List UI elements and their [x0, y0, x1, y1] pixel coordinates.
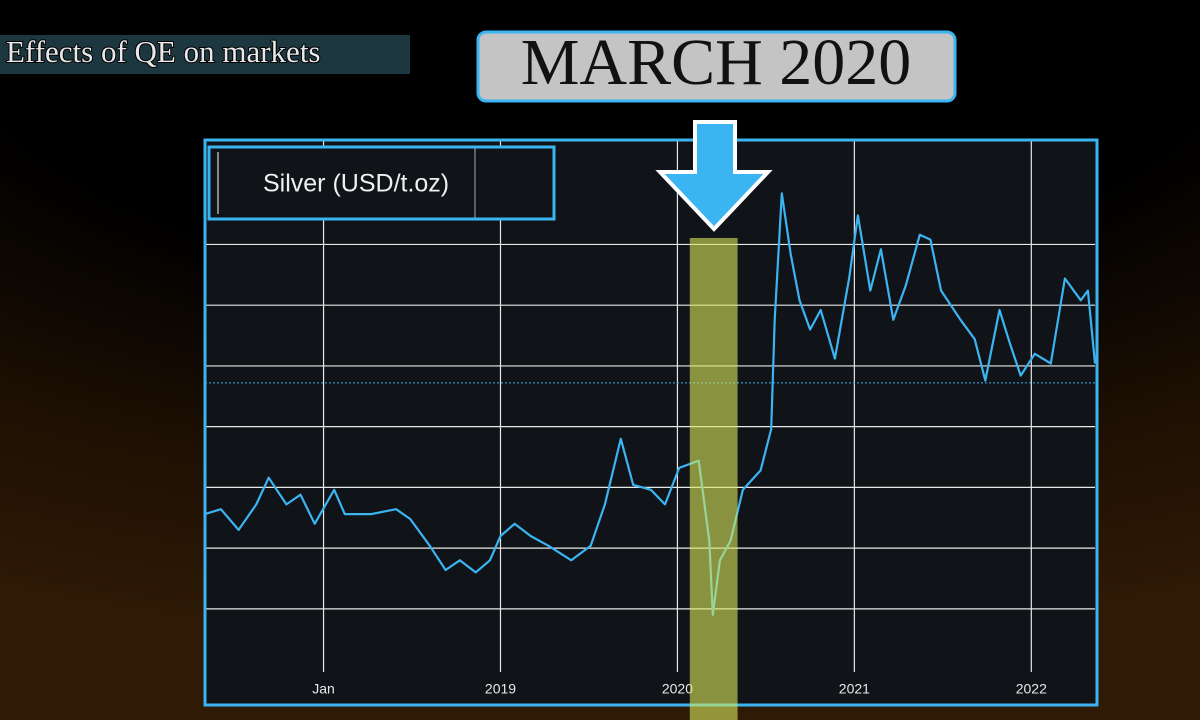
arrow [655, 120, 773, 232]
plot: Jan 2019 2020 2021 2022 [204, 140, 1097, 697]
banner: MARCH 2020 [521, 26, 912, 99]
highlight-band [689, 238, 738, 720]
chart-frame [203, 138, 1099, 707]
banner-box [476, 30, 957, 103]
chart-bg [205, 140, 1097, 705]
x-tick-label: Jan [312, 681, 335, 697]
title-box [0, 35, 410, 74]
x-tick-label: 2019 [485, 681, 516, 697]
x-tick-label: 2021 [839, 681, 870, 697]
x-tick-label: 2020 [662, 681, 693, 697]
legend-label: Silver (USD/t.oz) [263, 170, 449, 198]
x-tick-label: 2022 [1016, 681, 1047, 697]
legend-box [207, 145, 556, 221]
slide-title: Effects of QE on markets [6, 34, 321, 69]
